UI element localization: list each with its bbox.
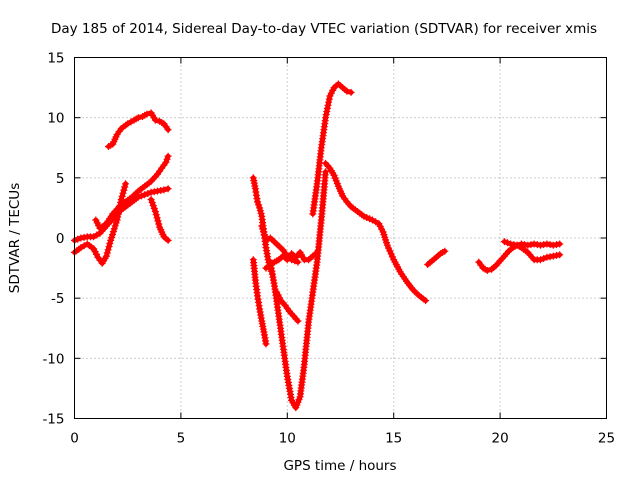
plus-markers (105, 109, 172, 150)
axis-ticks: 0 5 10 15 20 25 15 10 5 0 -5 -10 -15 (42, 51, 615, 447)
plus-markers (147, 196, 172, 244)
data-series (322, 159, 430, 305)
data-series (249, 256, 270, 348)
plot-frame (74, 57, 607, 419)
x-tick-label: 25 (598, 431, 615, 447)
y-tick-label: 10 (47, 111, 64, 127)
x-tick-label: 20 (492, 431, 509, 447)
y-tick-label: 5 (56, 171, 65, 187)
data-series (475, 240, 564, 274)
plus-markers (424, 247, 449, 268)
plot-area (71, 80, 564, 412)
x-tick-label: 15 (385, 431, 402, 447)
x-tick-label: 5 (177, 431, 186, 447)
y-tick-label: 0 (56, 231, 65, 247)
x-tick-label: 10 (279, 431, 296, 447)
y-axis-label: SDTVAR / TECUs (7, 183, 23, 293)
plus-markers (273, 288, 302, 325)
data-series (262, 248, 321, 272)
y-tick-label: -5 (51, 291, 64, 307)
plus-markers (249, 256, 270, 348)
data-series (147, 196, 172, 244)
y-tick-label: 15 (47, 51, 64, 67)
x-axis-label: GPS time / hours (283, 458, 396, 474)
data-series (266, 168, 330, 412)
plus-markers (309, 80, 355, 218)
data-series (92, 152, 172, 232)
plus-markers (500, 238, 564, 264)
plus-markers (322, 159, 430, 305)
data-series (500, 238, 564, 264)
x-tick-label: 0 (70, 431, 79, 447)
data-series (309, 80, 355, 218)
data-series (273, 288, 302, 325)
plus-markers (266, 168, 330, 412)
plus-markers (92, 152, 172, 232)
data-series (424, 247, 449, 268)
chart-title: Day 185 of 2014, Sidereal Day-to-day VTE… (51, 21, 597, 37)
data-series (105, 109, 172, 150)
y-tick-label: -15 (42, 412, 64, 428)
y-tick-label: -10 (42, 351, 64, 367)
